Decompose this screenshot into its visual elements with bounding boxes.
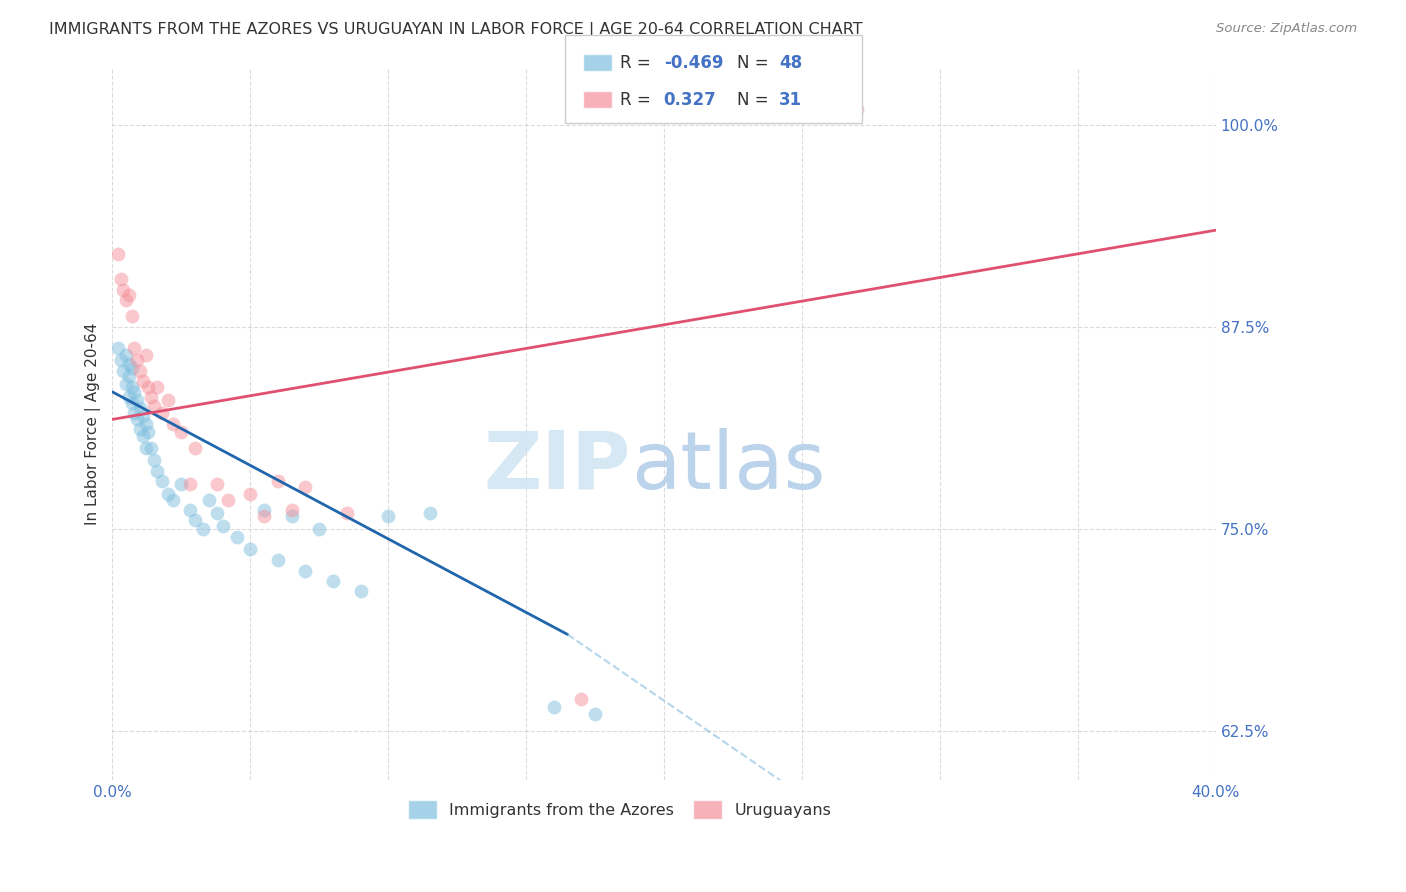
Point — [121, 309, 143, 323]
Point — [142, 400, 165, 414]
Point — [142, 452, 165, 467]
Point — [294, 565, 316, 579]
Point — [583, 706, 606, 721]
Point — [170, 477, 193, 491]
Point — [569, 692, 592, 706]
Point — [127, 412, 149, 426]
Point — [124, 384, 146, 399]
Point — [193, 522, 215, 536]
Point — [198, 493, 221, 508]
Point — [150, 406, 173, 420]
Point — [205, 506, 228, 520]
Y-axis label: In Labor Force | Age 20-64: In Labor Force | Age 20-64 — [86, 323, 101, 525]
Text: atlas: atlas — [631, 428, 825, 506]
Point — [322, 574, 344, 588]
Point — [179, 503, 201, 517]
Point — [184, 442, 207, 456]
Point — [107, 247, 129, 261]
Point — [217, 493, 239, 508]
Point — [239, 487, 262, 501]
Point — [280, 509, 302, 524]
Point — [121, 360, 143, 375]
Point — [336, 506, 359, 520]
Point — [121, 380, 143, 394]
Point — [156, 392, 179, 407]
Point — [267, 474, 290, 488]
Point — [419, 506, 441, 520]
Point — [205, 477, 228, 491]
Point — [846, 102, 869, 116]
Text: R =: R = — [620, 91, 661, 109]
Point — [280, 503, 302, 517]
Point — [179, 477, 201, 491]
Point — [145, 464, 167, 478]
Point — [136, 380, 159, 394]
Point — [124, 406, 146, 420]
Point — [110, 352, 132, 367]
Point — [162, 417, 184, 432]
Point — [134, 348, 156, 362]
Point — [253, 509, 276, 524]
Text: Source: ZipAtlas.com: Source: ZipAtlas.com — [1216, 22, 1357, 36]
Point — [239, 541, 262, 556]
Point — [132, 409, 155, 424]
Point — [107, 341, 129, 355]
Point — [110, 271, 132, 285]
Point — [112, 283, 135, 297]
Point — [145, 380, 167, 394]
Point — [156, 487, 179, 501]
Point — [134, 442, 156, 456]
Point — [118, 288, 141, 302]
Point — [136, 425, 159, 440]
Text: -0.469: -0.469 — [664, 54, 723, 72]
Text: R =: R = — [620, 54, 657, 72]
Point — [253, 503, 276, 517]
Point — [377, 509, 399, 524]
Point — [170, 425, 193, 440]
Point — [118, 358, 141, 372]
Text: ZIP: ZIP — [484, 428, 631, 506]
Point — [308, 522, 330, 536]
Point — [184, 513, 207, 527]
Point — [118, 390, 141, 404]
Point — [112, 364, 135, 378]
Point — [115, 376, 138, 391]
Point — [124, 341, 146, 355]
Point — [129, 422, 152, 436]
Point — [134, 417, 156, 432]
Legend: Immigrants from the Azores, Uruguayans: Immigrants from the Azores, Uruguayans — [402, 794, 838, 825]
Point — [211, 519, 233, 533]
Point — [543, 700, 565, 714]
Text: N =: N = — [737, 54, 773, 72]
Point — [115, 293, 138, 307]
Text: 48: 48 — [779, 54, 801, 72]
Point — [139, 390, 162, 404]
Point — [115, 348, 138, 362]
Point — [294, 480, 316, 494]
Point — [127, 392, 149, 407]
Point — [129, 401, 152, 415]
Point — [129, 364, 152, 378]
Text: 0.327: 0.327 — [664, 91, 717, 109]
Point — [139, 442, 162, 456]
Point — [118, 368, 141, 383]
Point — [225, 530, 247, 544]
Point — [150, 474, 173, 488]
Text: IMMIGRANTS FROM THE AZORES VS URUGUAYAN IN LABOR FORCE | AGE 20-64 CORRELATION C: IMMIGRANTS FROM THE AZORES VS URUGUAYAN … — [49, 22, 863, 38]
Text: N =: N = — [737, 91, 779, 109]
Point — [350, 583, 373, 598]
Point — [132, 374, 155, 388]
Point — [162, 493, 184, 508]
Point — [267, 553, 290, 567]
Text: 31: 31 — [779, 91, 801, 109]
Point — [132, 428, 155, 442]
Point — [121, 396, 143, 410]
Point — [127, 352, 149, 367]
